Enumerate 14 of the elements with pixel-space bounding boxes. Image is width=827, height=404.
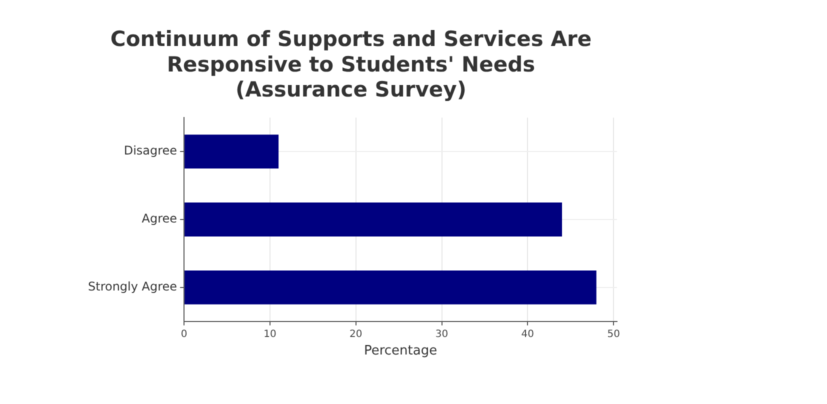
x-tick-label: 0 — [180, 328, 188, 340]
x-axis-title: Percentage — [364, 344, 438, 359]
bar — [184, 134, 279, 169]
y-tick-label: Disagree — [124, 144, 178, 158]
y-tick-label: Agree — [142, 212, 178, 226]
x-tick-label: 30 — [435, 328, 448, 340]
bar — [184, 270, 596, 304]
y-tick-label: Strongly Agree — [88, 280, 178, 294]
x-tick-label: 50 — [607, 328, 620, 340]
x-tick-label: 20 — [350, 328, 362, 340]
chart-title: Continuum of Supports and Services Are Responsive to Students' Needs (Assurance Survey) — [110, 27, 592, 102]
bar — [184, 202, 562, 236]
x-tick-label: 40 — [521, 328, 534, 340]
x-tick-label: 10 — [264, 328, 276, 340]
